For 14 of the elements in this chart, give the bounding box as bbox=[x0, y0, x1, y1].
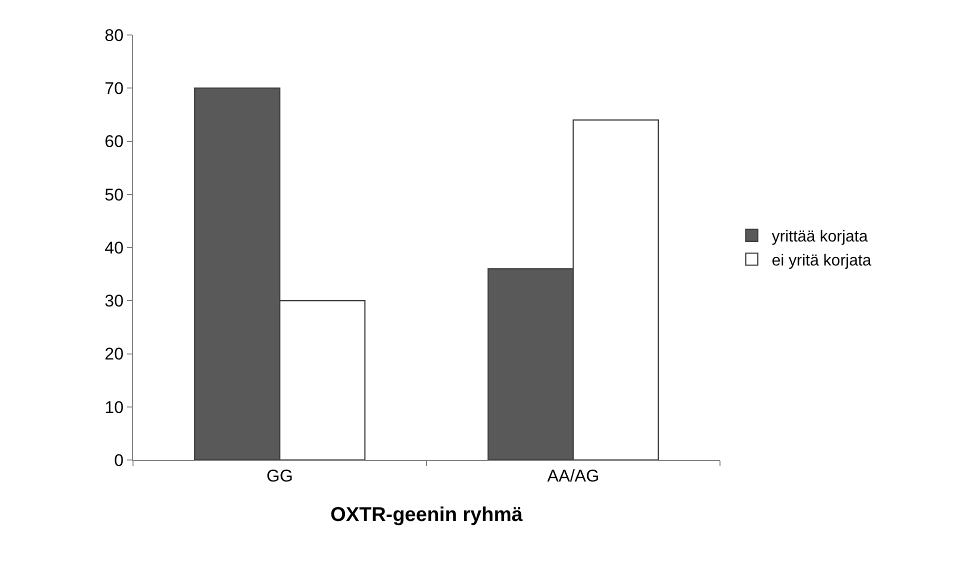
y-tick-label: 20 bbox=[104, 344, 124, 364]
legend-label: yrittää korjata bbox=[772, 228, 868, 246]
x-tick-label: AA/AG bbox=[547, 466, 600, 486]
y-tick-label: 0 bbox=[114, 450, 124, 470]
y-tick-label: 50 bbox=[104, 185, 124, 204]
y-tick-label: 10 bbox=[104, 398, 124, 417]
y-tick-label: 30 bbox=[104, 292, 124, 311]
x-axis-title: OXTR-geenin ryhmä bbox=[330, 504, 524, 526]
y-tick-label: 70 bbox=[104, 79, 124, 98]
legend-label: ei yritä korjata bbox=[772, 252, 872, 270]
x-tick-label: GG bbox=[266, 466, 293, 486]
y-tick-label: 40 bbox=[104, 238, 124, 258]
y-tick-label: 80 bbox=[104, 26, 124, 45]
y-tick-label: 60 bbox=[104, 132, 124, 152]
